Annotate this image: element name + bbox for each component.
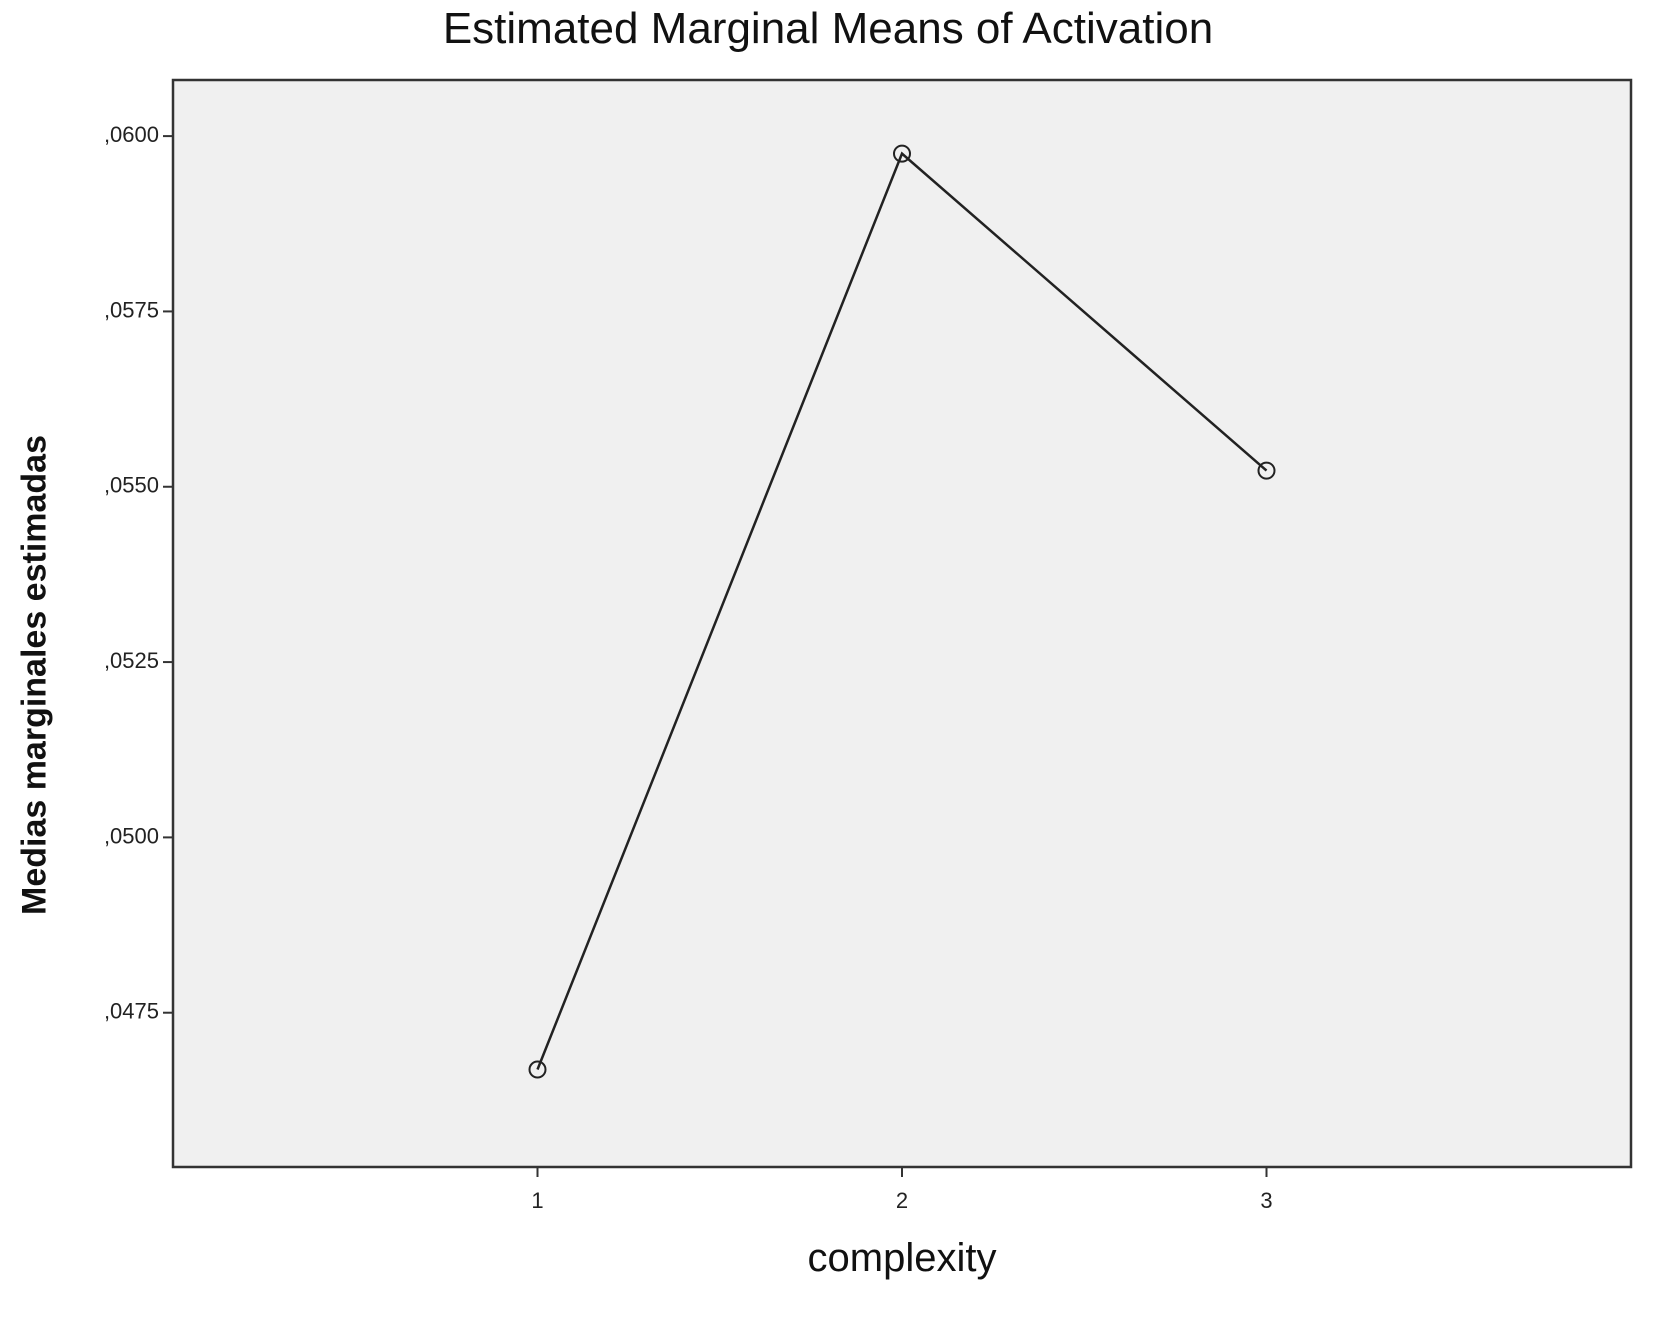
y-tick-label: ,0475: [104, 999, 159, 1024]
y-tick-label: ,0550: [104, 473, 159, 498]
y-tick-label: ,0525: [104, 648, 159, 673]
data-point: [893, 144, 911, 163]
x-axis: 1 2 3: [531, 1167, 1273, 1213]
x-axis-label: complexity: [807, 1236, 997, 1280]
chart-title: Estimated Marginal Means of Activation: [442, 4, 1214, 53]
data-point: [528, 1060, 547, 1079]
x-tick-label: 3: [1260, 1188, 1272, 1213]
series-layer: [528, 144, 1276, 1079]
y-tick-label: ,0575: [104, 297, 159, 322]
x-tick-label: 1: [531, 1188, 543, 1213]
y-tick-label: ,0600: [104, 122, 159, 147]
x-tick-label: 2: [896, 1188, 908, 1213]
y-axis: ,0475 ,0500 ,0525 ,0550 ,0575 ,0600: [104, 122, 173, 1024]
plot-area: [171, 78, 1633, 1169]
series-line: [536, 151, 1268, 1070]
y-tick-label: ,0500: [104, 823, 159, 848]
data-point: [1257, 461, 1276, 480]
